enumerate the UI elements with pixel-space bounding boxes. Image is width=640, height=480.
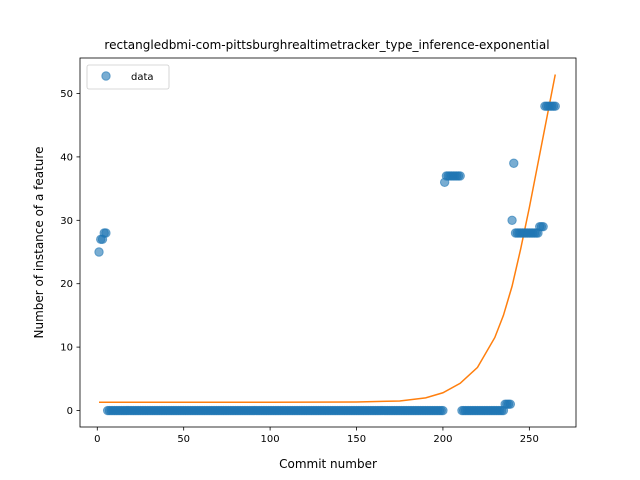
y-tick-label: 30 [60, 216, 73, 227]
plot-frame [79, 57, 577, 428]
legend-frame [86, 64, 170, 90]
legend-label: data [131, 72, 154, 83]
y-axis: 0 10 20 30 40 50 [60, 89, 80, 417]
data-point [538, 221, 548, 232]
x-axis: 0 50 100 150 200 250 [94, 427, 539, 445]
fit-line [99, 74, 556, 404]
y-tick-label: 50 [60, 89, 73, 100]
data-point [101, 228, 111, 238]
x-tick-label: 0 [94, 434, 100, 445]
legend-marker [101, 71, 111, 81]
points-layer [94, 101, 560, 416]
legend: data [86, 64, 170, 90]
x-tick-label: 100 [261, 434, 280, 445]
y-tick-label: 0 [67, 406, 73, 417]
y-tick-label: 20 [60, 279, 73, 290]
data-point [509, 158, 519, 168]
plot-area [80, 58, 576, 427]
x-axis-label: Commit number [279, 457, 377, 471]
chart-title: rectangledbmi-com-pittsburghrealtimetrac… [104, 38, 549, 52]
data-point [94, 247, 104, 257]
data-point [550, 101, 560, 111]
y-tick-label: 10 [60, 343, 73, 354]
y-tick-label: 40 [60, 152, 73, 163]
x-tick-label: 200 [433, 434, 452, 445]
data-point [455, 171, 465, 181]
x-tick-label: 250 [520, 434, 539, 445]
x-tick-label: 150 [347, 434, 366, 445]
fit-layer [99, 74, 556, 404]
data-point [507, 215, 517, 226]
x-tick-label: 50 [177, 434, 190, 445]
data-point [438, 405, 448, 416]
data-point [505, 399, 516, 409]
y-axis-label: Number of instance of a feature [32, 147, 46, 339]
